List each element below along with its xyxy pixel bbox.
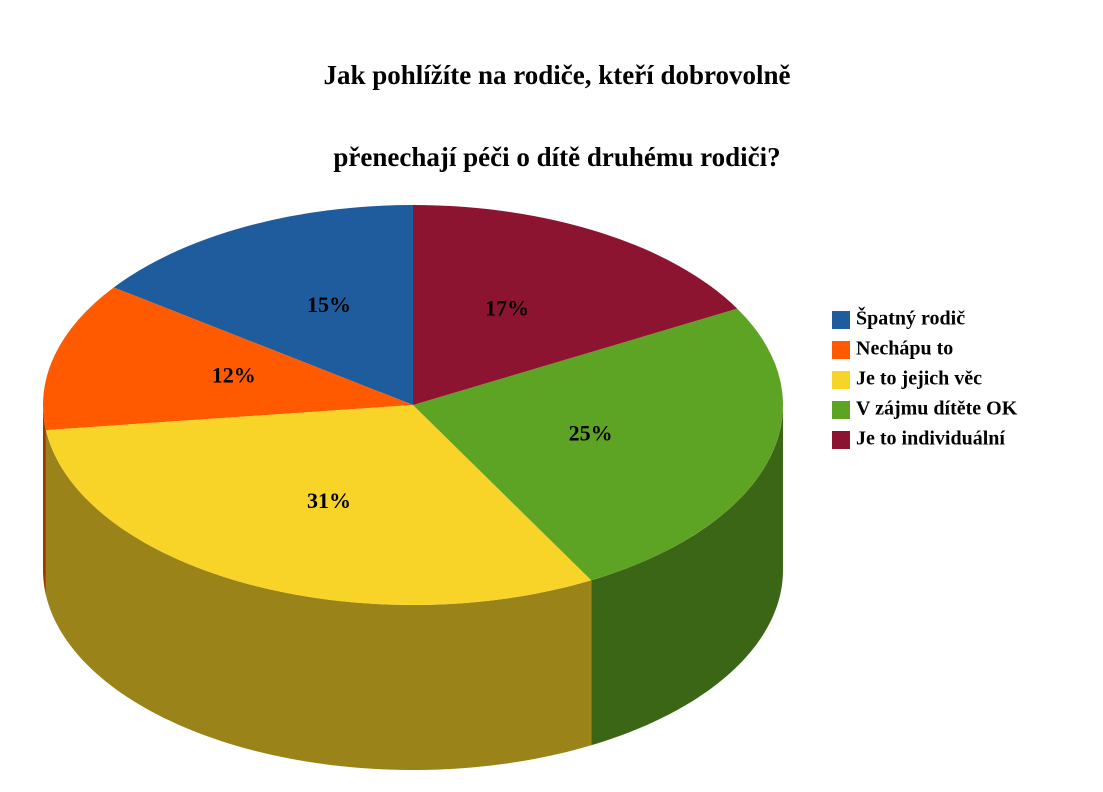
legend-swatch (832, 371, 850, 389)
chart-title: Jak pohlížíte na rodiče, kteří dobrovoln… (323, 60, 790, 90)
data-label: 17% (485, 295, 529, 320)
pie-side (45, 430, 592, 770)
data-label: 25% (569, 421, 613, 446)
pie-side (43, 405, 46, 596)
chart-title: přenechají péči o dítě druhému rodiči? (333, 142, 780, 172)
legend-label: V zájmu dítěte OK (856, 398, 1018, 420)
data-label: 31% (307, 488, 351, 513)
legend-swatch (832, 341, 850, 359)
data-label: 15% (307, 292, 351, 317)
legend-swatch (832, 431, 850, 449)
legend-swatch (832, 311, 850, 329)
legend-label: Je to individuální (856, 428, 1005, 450)
pie-slice (413, 205, 738, 405)
pie-side (591, 406, 783, 746)
legend-swatch (832, 401, 850, 419)
pie-slice (43, 287, 413, 431)
data-label: 12% (212, 363, 256, 388)
legend-label: Je to jejich věc (856, 368, 982, 390)
legend-label: Špatný rodič (856, 306, 965, 330)
pie-slice (413, 308, 783, 581)
pie-slice (113, 205, 414, 405)
pie-slice (45, 405, 592, 605)
legend-label: Nechápu to (856, 338, 953, 360)
